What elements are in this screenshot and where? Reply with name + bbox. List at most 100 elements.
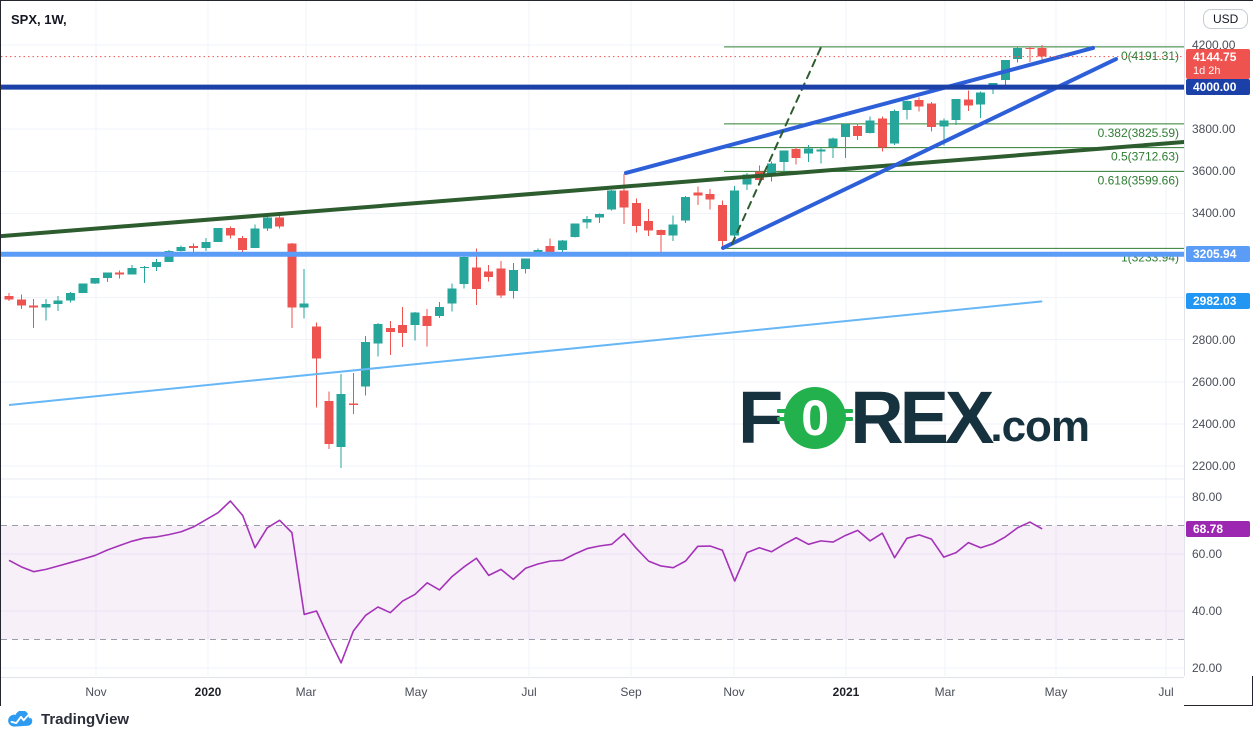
price-axis[interactable]: 4200.00 3800.00 3600.00 3400.00 2800.00 2600.… <box>1184 1 1254 676</box>
candle <box>681 197 690 221</box>
tradingview-logo-icon <box>8 711 33 727</box>
candle <box>398 325 408 334</box>
fib-level-label: 0(4191.31) <box>1121 49 1179 63</box>
candle <box>791 149 801 159</box>
rsi-tick-label: 60.00 <box>1192 547 1223 561</box>
candle <box>152 262 162 267</box>
month-label[interactable]: Mar <box>934 685 956 699</box>
candle <box>1013 48 1023 59</box>
watermark-zero: 0 <box>801 390 830 446</box>
candle <box>1037 48 1047 57</box>
forex-watermark: F 0 REX .com <box>738 376 1090 459</box>
rsi-badge: 68.78 <box>1186 520 1250 537</box>
candle <box>582 219 592 223</box>
chart-frame: 0(4191.31) 0.382(3825.59) 0.5(3712.63) 0.61… <box>0 0 1254 706</box>
candle <box>742 174 752 185</box>
trend-line[interactable] <box>721 57 1118 250</box>
candle <box>213 228 223 242</box>
candle <box>225 228 235 236</box>
symbol-label[interactable]: SPX, 1W, <box>11 12 67 27</box>
forex-o-icon: 0 <box>777 387 854 449</box>
candle <box>717 204 727 241</box>
chart-canvas[interactable]: 0(4191.31) 0.382(3825.59) 0.5(3712.63) 0.61… <box>1 1 1184 677</box>
month-label[interactable]: Sep <box>620 685 642 699</box>
month-label[interactable]: Nov <box>85 685 107 699</box>
month-label[interactable]: Mar <box>295 685 317 699</box>
candle <box>115 272 125 275</box>
month-label[interactable]: Jul <box>521 685 537 699</box>
candle <box>902 100 912 110</box>
forex-dash-icon <box>842 409 854 413</box>
candle <box>705 193 715 200</box>
candle <box>644 221 654 231</box>
candle <box>41 303 51 308</box>
candle <box>459 256 469 285</box>
price-tick-label: 3400.00 <box>1192 206 1236 221</box>
rsi-line[interactable] <box>8 500 1043 664</box>
candle <box>435 307 444 316</box>
candle <box>1025 48 1035 50</box>
dashed-trend-line[interactable] <box>731 44 823 245</box>
candle <box>951 99 961 120</box>
year-label[interactable]: 2020 <box>194 685 222 699</box>
currency-badge[interactable]: USD <box>1203 9 1249 29</box>
candle <box>90 278 100 284</box>
candle <box>16 299 26 306</box>
trend-line[interactable] <box>1 140 1184 239</box>
tradingview-label: TradingView <box>41 711 130 728</box>
candle <box>816 149 826 152</box>
candle <box>939 120 949 127</box>
year-label[interactable]: 2021 <box>832 685 860 699</box>
candle <box>201 241 211 249</box>
candle <box>78 283 88 293</box>
ma-line[interactable] <box>8 300 1043 406</box>
candle <box>299 303 309 308</box>
candle <box>176 247 186 252</box>
candle <box>189 246 198 249</box>
price-badge: 2982.03 <box>1186 293 1250 310</box>
candle <box>963 99 973 106</box>
candle <box>508 270 518 291</box>
month-label[interactable]: May <box>1044 685 1068 699</box>
watermark-rex: REX <box>850 376 994 459</box>
candle <box>594 214 604 218</box>
tradingview-attribution[interactable]: TradingView <box>7 711 129 728</box>
candle <box>484 271 494 277</box>
candle <box>262 217 272 229</box>
candle <box>877 118 887 148</box>
candle <box>348 403 358 406</box>
candle <box>53 300 63 304</box>
candle <box>558 240 567 251</box>
candle <box>976 92 986 105</box>
forex-dash-icon <box>777 417 789 421</box>
candle <box>607 190 617 210</box>
candle <box>336 394 346 448</box>
candle <box>840 123 850 137</box>
candle <box>66 292 75 301</box>
candle <box>521 258 531 270</box>
watermark-letter-f: F <box>738 376 783 459</box>
candle <box>139 266 149 268</box>
candle <box>373 323 383 344</box>
candle <box>668 224 678 236</box>
candle <box>767 163 777 177</box>
candle <box>238 238 248 251</box>
candle <box>828 138 838 148</box>
rsi-band <box>1 525 1184 640</box>
trend-line[interactable] <box>624 45 1095 175</box>
month-label[interactable]: Nov <box>723 685 745 699</box>
candle <box>570 223 580 237</box>
candle <box>385 327 395 332</box>
candle <box>779 150 789 162</box>
month-label[interactable]: Jul <box>1158 685 1174 699</box>
countdown-label: 1d 2h <box>1193 64 1221 77</box>
candle <box>927 103 936 127</box>
candle <box>804 148 813 154</box>
price-tick-label: 2800.00 <box>1192 332 1236 347</box>
candle <box>102 272 112 279</box>
month-label[interactable]: May <box>404 685 428 699</box>
rsi-tick-label: 40.00 <box>1192 604 1223 618</box>
time-axis[interactable]: Nov 2020 Mar May Jul Sep Nov 2021 Mar May Jul <box>1 677 1184 706</box>
price-badge: 4144.75 1d 2h <box>1186 48 1250 79</box>
